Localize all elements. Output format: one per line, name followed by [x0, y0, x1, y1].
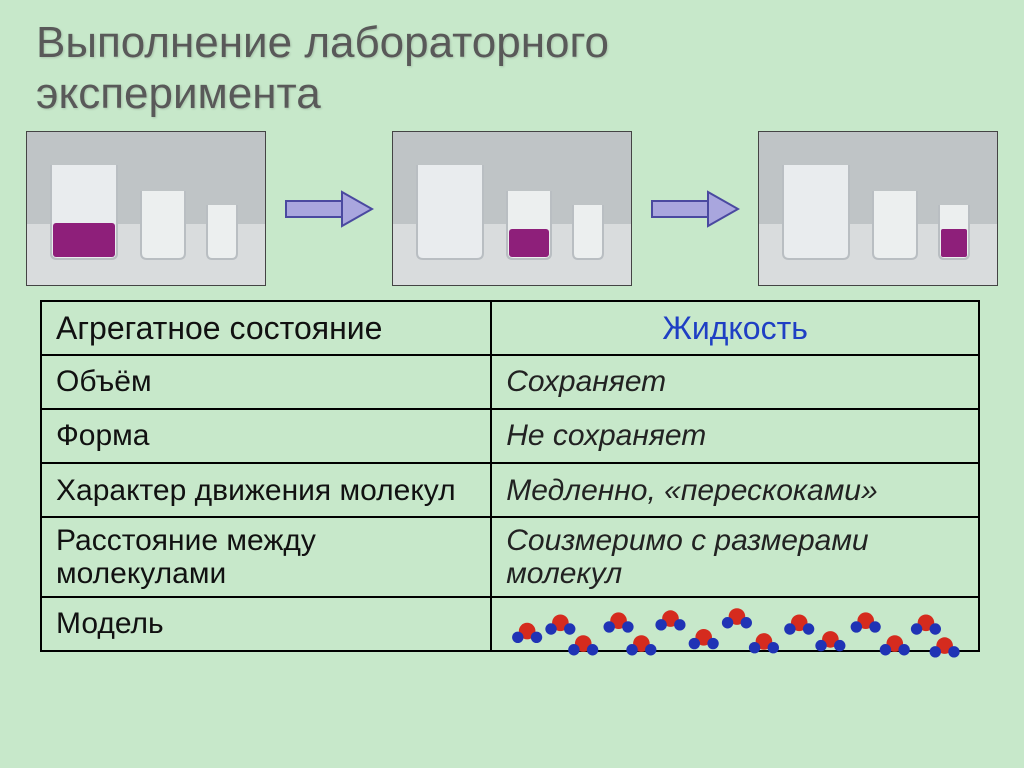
title-line-1: Выполнение лабораторного [36, 18, 609, 67]
photo-2 [392, 131, 632, 286]
arrow-2 [650, 189, 740, 229]
row-value: Медленно, «перескоками» [491, 463, 979, 517]
title-line-2: эксперимента [36, 69, 321, 118]
header-right: Жидкость [491, 301, 979, 355]
arrow-1 [284, 189, 374, 229]
photo-1 [26, 131, 266, 286]
photo-3 [758, 131, 998, 286]
row-label: Форма [41, 409, 491, 463]
row-label: Объём [41, 355, 491, 409]
model-cell [491, 597, 979, 651]
table-row: Форма Не сохраняет [41, 409, 979, 463]
slide-title: Выполнение лабораторного эксперимента [0, 0, 1024, 119]
molecules-diagram [496, 602, 974, 660]
photos-row [0, 119, 1024, 294]
beaker-small [203, 203, 241, 261]
row-value: Не сохраняет [491, 409, 979, 463]
table-header-row: Агрегатное состояние Жидкость [41, 301, 979, 355]
beaker-small-3 [935, 203, 973, 261]
table-row: Модель [41, 597, 979, 651]
table-row: Характер движения молекул Медленно, «пер… [41, 463, 979, 517]
row-label: Модель [41, 597, 491, 651]
table-row: Объём Сохраняет [41, 355, 979, 409]
row-value: Сохраняет [491, 355, 979, 409]
beaker-large-3 [777, 163, 855, 261]
header-left: Агрегатное состояние [41, 301, 491, 355]
beaker-med [137, 189, 189, 261]
row-label: Расстояние между молекулами [41, 517, 491, 597]
beaker-large-2 [411, 163, 489, 261]
table-row: Расстояние между молекулами Соизмеримо с… [41, 517, 979, 597]
properties-table: Агрегатное состояние Жидкость Объём Сохр… [40, 300, 980, 652]
beaker-med-2 [503, 189, 555, 261]
beaker-large [45, 163, 123, 261]
beaker-small-2 [569, 203, 607, 261]
row-label: Характер движения молекул [41, 463, 491, 517]
row-value: Соизмеримо с размерами молекул [491, 517, 979, 597]
beaker-med-3 [869, 189, 921, 261]
